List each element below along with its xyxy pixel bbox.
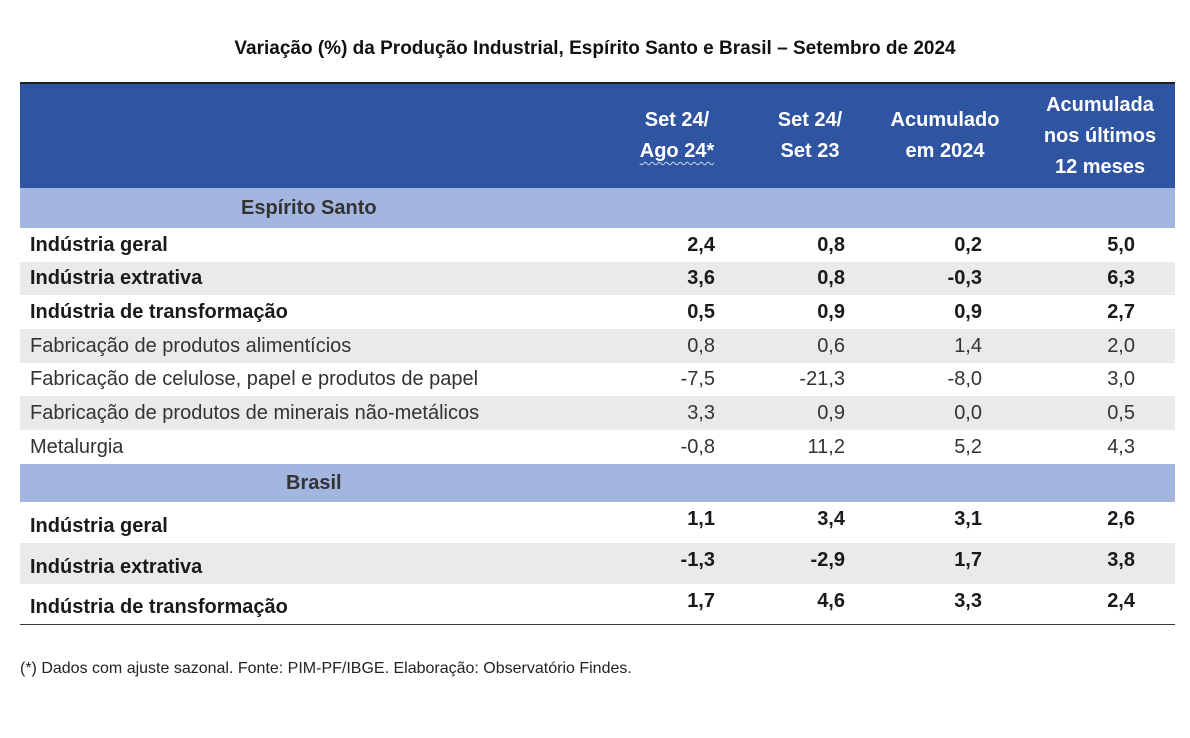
table-cell: -0,8 <box>680 435 715 458</box>
table-header: Set 24/ Ago 24* Set 24/ Set 23 Acumulado… <box>20 84 1175 188</box>
table-top-rule <box>20 82 1175 84</box>
row-label: Indústria extrativa <box>30 267 203 289</box>
table-cell: 0,5 <box>687 300 715 323</box>
section-header-brasil: Brasil <box>20 464 1175 502</box>
column-header-line: Set 24/ <box>644 109 710 131</box>
table-cell: 0,8 <box>817 233 845 256</box>
row-label: Indústria de transformação <box>30 300 288 323</box>
table-cell: 2,7 <box>1107 300 1135 323</box>
table-cell: 0,9 <box>817 401 845 424</box>
table-cell: 3,6 <box>687 267 715 289</box>
table-cell: 0,9 <box>817 300 845 323</box>
table-cell: 2,0 <box>1107 334 1135 357</box>
table-cell: -21,3 <box>799 368 845 390</box>
table-cell: 1,7 <box>954 549 982 571</box>
production-table: Set 24/ Ago 24* Set 24/ Set 23 Acumulado… <box>20 82 1175 625</box>
table-cell: 5,2 <box>954 435 982 458</box>
table-cell: 0,8 <box>687 334 715 357</box>
column-header-line: Set 24/ <box>777 109 843 131</box>
row-label: Metalurgia <box>30 435 124 458</box>
table-title: Variação (%) da Produção Industrial, Esp… <box>234 38 956 59</box>
table-cell: 3,0 <box>1107 368 1135 390</box>
table-cell: 3,3 <box>954 590 982 612</box>
table-row: Indústria geral 1,1 3,4 3,1 2,6 <box>20 502 1175 543</box>
table-cell: -2,9 <box>810 549 845 571</box>
table-cell: 0,8 <box>817 267 845 289</box>
table-cell: 0,6 <box>817 334 845 357</box>
table-cell: 2,6 <box>1107 508 1135 530</box>
table-cell: 0,5 <box>1107 401 1135 424</box>
table-cell: 2,4 <box>1107 590 1135 612</box>
section-header-espirito-santo: Espírito Santo <box>20 188 1175 228</box>
table-row: Indústria extrativa 3,6 0,8 -0,3 6,3 <box>20 262 1175 295</box>
table-row: Indústria extrativa -1,3 -2,9 1,7 3,8 <box>20 543 1175 584</box>
column-header-line: em 2024 <box>905 140 985 162</box>
column-header-line: Ago 24* <box>639 140 715 162</box>
table-row: Fabricação de produtos de minerais não-m… <box>20 396 1175 430</box>
table-row: Metalurgia -0,8 11,2 5,2 4,3 <box>20 430 1175 464</box>
table-cell: 11,2 <box>807 435 845 458</box>
table-cell: 1,1 <box>687 508 715 530</box>
table-cell: -0,3 <box>947 267 982 289</box>
table-cell: 6,3 <box>1107 267 1135 289</box>
row-label: Indústria geral <box>30 233 168 256</box>
row-label: Fabricação de produtos alimentícios <box>30 334 352 357</box>
table-cell: 0,9 <box>954 300 982 323</box>
table-cell: 0,2 <box>954 233 982 256</box>
table-cell: 4,3 <box>1107 435 1135 458</box>
table-cell: 4,6 <box>817 590 845 612</box>
table-cell: 3,8 <box>1107 549 1135 571</box>
table-cell: -7,5 <box>680 368 715 390</box>
column-header-set24-ago24: Set 24/ Ago 24* <box>622 84 732 188</box>
row-label: Fabricação de celulose, papel e produtos… <box>30 368 479 390</box>
column-header-set24-set23: Set 24/ Set 23 <box>755 84 865 188</box>
column-header-line: nos últimos <box>1043 124 1157 147</box>
column-header-line: Set 23 <box>780 140 840 162</box>
table-cell: 3,3 <box>687 401 715 424</box>
table-cell: 1,7 <box>687 590 715 612</box>
table-cell: 0,0 <box>954 401 982 424</box>
table-cell: 3,4 <box>817 508 845 530</box>
table-cell: 3,1 <box>954 508 982 530</box>
table-cell: 2,4 <box>687 233 715 256</box>
table-row: Indústria de transformação 1,7 4,6 3,3 2… <box>20 584 1175 624</box>
row-label: Indústria geral <box>30 515 168 537</box>
table-cell: 1,4 <box>954 334 982 357</box>
table-row: Indústria geral 2,4 0,8 0,2 5,0 <box>20 228 1175 262</box>
column-header-line: Acumulado <box>890 109 1000 131</box>
column-header-line: 12 meses <box>1054 155 1146 178</box>
section-label: Brasil <box>286 471 342 494</box>
column-header-acumulada-12-meses: Acumulada nos últimos 12 meses <box>1030 84 1170 188</box>
table-cell: 5,0 <box>1107 233 1135 256</box>
row-label: Indústria de transformação <box>30 596 288 618</box>
table-row: Fabricação de produtos alimentícios 0,8 … <box>20 329 1175 363</box>
table-cell: -1,3 <box>680 549 715 571</box>
row-label: Fabricação de produtos de minerais não-m… <box>30 401 480 424</box>
column-header-line: Acumulada <box>1046 93 1154 116</box>
table-bottom-rule <box>20 624 1175 625</box>
footnote: (*) Dados com ajuste sazonal. Fonte: PIM… <box>20 660 632 677</box>
section-label: Espírito Santo <box>241 196 377 219</box>
table-cell: -8,0 <box>947 368 982 390</box>
table-row: Fabricação de celulose, papel e produtos… <box>20 363 1175 396</box>
column-header-acumulado-2024: Acumulado em 2024 <box>878 84 1012 188</box>
table-row: Indústria de transformação 0,5 0,9 0,9 2… <box>20 295 1175 329</box>
row-label: Indústria extrativa <box>30 556 203 578</box>
